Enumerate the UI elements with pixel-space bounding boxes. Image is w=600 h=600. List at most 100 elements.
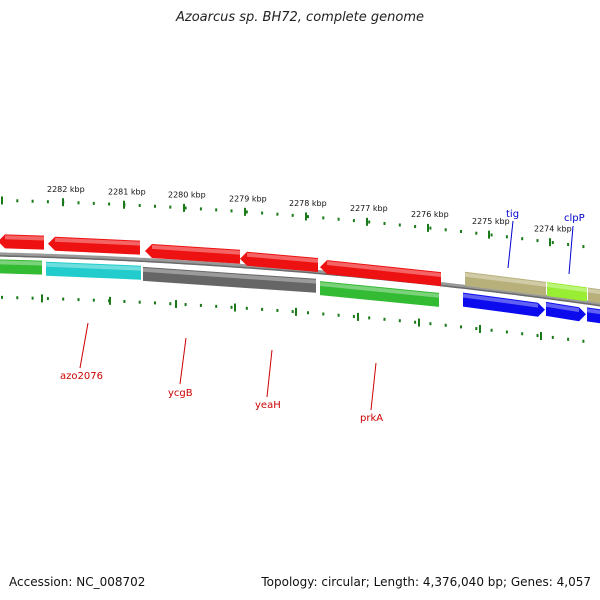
outer-major-tick (183, 203, 185, 212)
inner-minor-tick (245, 306, 248, 310)
inner-minor-tick (123, 299, 126, 303)
outer-minor-tick (337, 217, 340, 221)
gene-arrow-khaki (588, 287, 600, 304)
genome-backbone (0, 252, 600, 307)
outer-major-tick (123, 200, 125, 209)
outer-major-tick (305, 212, 307, 221)
gene-arrow-green (0, 259, 42, 275)
gene-arrow-gray (143, 266, 316, 293)
gene-leader-line (179, 337, 187, 385)
gene-arrow-blue-highlight (587, 308, 600, 315)
outer-minor-tick (536, 239, 539, 243)
outer-minor-tick (77, 201, 80, 205)
outer-minor-tick (138, 203, 141, 207)
outer-minor-tick (521, 237, 524, 241)
kbp-label: 2279 kbp (229, 194, 267, 203)
inner-minor-tick (138, 300, 141, 304)
inner-minor-tick (460, 325, 462, 329)
gene-arrow-red (0, 234, 44, 250)
gene-leader-line (79, 322, 89, 369)
gene-arrow-blue (546, 301, 586, 322)
gene-label-clpP: clpP (564, 213, 585, 224)
gene-label-prkA: prkA (360, 413, 383, 424)
gene-arrow-lime-highlight (547, 282, 587, 293)
outer-major-tick (427, 223, 429, 232)
outer-minor-tick (383, 221, 386, 225)
gene-label-yeaH: yeaH (255, 400, 281, 411)
outer-minor-tick (169, 205, 172, 209)
outer-minor-tick (46, 200, 49, 204)
kbp-label: 2281 kbp (108, 187, 146, 196)
gene-arrow-red (145, 243, 240, 264)
gene-arrow-red-highlight (327, 261, 441, 277)
inner-minor-tick (291, 310, 294, 314)
outer-minor-tick (567, 243, 570, 247)
inner-minor-tick (490, 328, 493, 332)
accession-label: Accession: NC_008702 (9, 575, 146, 589)
outer-minor-tick (291, 213, 294, 217)
outer-minor-tick (505, 235, 508, 239)
gene-arrow-blue (463, 292, 545, 317)
gene-leader-line (266, 349, 273, 398)
outer-minor-tick (307, 215, 309, 219)
gene-leader-line (568, 225, 574, 275)
outer-minor-tick (154, 204, 156, 208)
kbp-label: 2276 kbp (411, 210, 449, 219)
gene-arrow-red (48, 236, 140, 255)
outer-minor-tick (108, 202, 111, 206)
gene-arrow-red-highlight (247, 252, 318, 263)
gene-arrow-green-highlight (0, 260, 42, 266)
outer-minor-tick (215, 208, 218, 212)
inner-minor-tick (505, 330, 508, 334)
outer-minor-tick (551, 241, 554, 245)
inner-minor-tick (475, 327, 478, 331)
inner-minor-tick (383, 317, 386, 321)
genome-backbone-shadow (0, 255, 600, 307)
inner-minor-tick (199, 303, 202, 307)
gene-arrow-khaki-highlight (588, 288, 600, 295)
inner-minor-tick (77, 298, 80, 302)
map-title: Azoarcus sp. BH72, complete genome (175, 10, 425, 25)
inner-minor-tick (322, 312, 325, 316)
outer-major-tick (62, 198, 64, 207)
outer-major-tick (488, 230, 490, 239)
gene-arrow-cyan-highlight (46, 262, 141, 271)
inner-major-tick (234, 303, 236, 312)
inner-minor-tick (368, 316, 371, 320)
inner-minor-tick (154, 301, 156, 305)
gene-arrow-red-highlight (152, 244, 240, 255)
inner-minor-tick (31, 296, 34, 300)
inner-major-tick (41, 294, 43, 303)
outer-minor-tick (414, 225, 417, 229)
inner-minor-tick (16, 296, 19, 300)
inner-major-tick (357, 312, 359, 321)
gene-arrow-blue-highlight (546, 302, 579, 313)
gene-arrow-green-highlight (320, 282, 439, 298)
inner-minor-tick (398, 319, 401, 323)
inner-major-tick (109, 296, 111, 305)
inner-minor-tick (582, 339, 585, 343)
gene-leader-line (370, 362, 377, 411)
inner-minor-tick (230, 305, 233, 309)
kbp-label: 2282 kbp (47, 185, 85, 194)
gene-arrow-green (320, 281, 439, 307)
gene-arrow-red-highlight (5, 235, 44, 241)
outer-minor-tick (199, 207, 202, 211)
kbp-label: 2280 kbp (168, 191, 206, 200)
inner-minor-tick (444, 323, 447, 327)
inner-minor-tick (521, 332, 524, 336)
gene-arrow-lime (547, 281, 587, 302)
outer-minor-tick (475, 231, 478, 235)
outer-minor-tick (444, 228, 447, 232)
inner-major-tick (540, 331, 542, 340)
gene-arrow-blue-highlight (463, 293, 538, 308)
genome-summary: Topology: circular; Length: 4,376,040 bp… (261, 575, 591, 589)
outer-minor-tick (276, 212, 279, 216)
inner-minor-tick (62, 297, 65, 301)
gene-arrow-cyan (46, 261, 141, 280)
outer-major-tick (244, 207, 246, 216)
inner-major-tick (175, 300, 177, 309)
gene-arrow-red (240, 251, 318, 272)
gene-leader-line (507, 220, 514, 269)
outer-minor-tick (582, 245, 585, 249)
